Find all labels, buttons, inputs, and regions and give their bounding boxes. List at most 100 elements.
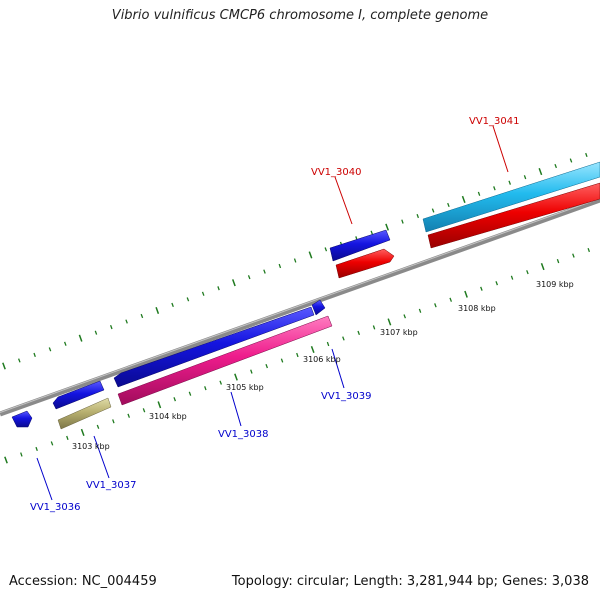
ruler-tick (78, 334, 83, 342)
gene-label-vv1-3038[interactable]: VV1_3038 (218, 429, 269, 440)
ruler-tick (434, 303, 437, 308)
ruler-tick (20, 452, 23, 457)
ruler-tick (477, 191, 481, 196)
ruler-tick (357, 330, 361, 336)
ruler-tick (140, 313, 144, 319)
ruler-tick (495, 281, 499, 286)
ruler-tick (247, 275, 251, 280)
ruler-tick (263, 269, 266, 274)
ruler-tick (50, 441, 54, 446)
ruler-tick (447, 202, 450, 208)
gene-vv1-3040-red[interactable] (335, 248, 395, 279)
ruler-tick (523, 175, 527, 180)
ruler-tick (112, 419, 115, 424)
gene-label-vv1-3040[interactable]: VV1_3040 (311, 167, 362, 178)
label-leaders (36, 125, 509, 501)
ruler-tick (63, 341, 67, 346)
ruler-tick (96, 424, 100, 429)
ruler-tick (109, 324, 113, 330)
gene-label-vv1-3041[interactable]: VV1_3041 (469, 116, 520, 127)
ruler-tick (326, 341, 330, 347)
gene-vv1-3040-blue[interactable] (329, 229, 391, 262)
ruler-label: 3104 kbp (149, 412, 187, 421)
ruler-tick (569, 158, 573, 163)
ruler-tick (572, 253, 575, 258)
ruler-tick (538, 168, 543, 176)
ruler-tick (48, 347, 52, 352)
genome-backbone (0, 197, 600, 417)
ruler-tick (308, 251, 313, 259)
ruler-tick (293, 258, 297, 263)
gene-vv1-3039[interactable] (311, 299, 326, 316)
ruler-tick (231, 279, 236, 287)
ruler-tick (508, 180, 512, 185)
genome-summary-text: Topology: circular; Length: 3,281,944 bp… (231, 574, 589, 589)
ruler-tick (157, 401, 162, 409)
ruler-tick (556, 258, 560, 264)
gene-magenta-long[interactable] (117, 315, 333, 406)
ruler-tick (493, 186, 496, 191)
map-title: Vibrio vulnificus CMCP6 chromosome I, co… (111, 8, 489, 23)
ruler-tick (587, 247, 591, 253)
ruler-tick (342, 336, 345, 341)
ruler-tick (526, 270, 529, 275)
ruler-label: 3107 kbp (380, 328, 418, 337)
gene-olive-block[interactable] (57, 397, 112, 430)
ruler-tick (372, 325, 376, 330)
ruler-label: 3105 kbp (226, 383, 264, 392)
ruler-label: 3108 kbp (458, 304, 496, 313)
gene-vv1-3038[interactable] (113, 306, 315, 388)
ruler-tick (66, 435, 69, 441)
ruler-tick (94, 330, 98, 335)
lower-tick-row (4, 247, 591, 464)
ruler-tick (17, 358, 21, 363)
ruler-tick (278, 263, 282, 269)
ruler-tick (280, 358, 284, 363)
ruler-tick (127, 413, 131, 418)
ruler-tick (464, 290, 468, 298)
ruler-tick (188, 391, 192, 396)
ruler-label: 3106 kbp (303, 355, 341, 364)
ruler-tick (431, 208, 435, 213)
ruler-tick (403, 314, 407, 319)
gene-label-vv1-3037[interactable]: VV1_3037 (86, 480, 137, 491)
gene-features (11, 161, 600, 430)
gene-vv1-3041-cyan[interactable] (422, 161, 600, 233)
ruler-tick (310, 345, 315, 354)
ruler-tick (296, 352, 299, 358)
ruler-tick (554, 163, 558, 169)
ruler-tick (585, 152, 588, 158)
ruler-label: 3109 kbp (536, 280, 574, 289)
ruler-tick (155, 306, 160, 315)
ruler-tick (186, 297, 190, 302)
ruler-tick (219, 380, 223, 385)
gene-vv1-3041-red[interactable] (427, 182, 600, 249)
genome-backbone-highlight (0, 198, 600, 413)
gene-label-vv1-3039[interactable]: VV1_3039 (321, 391, 372, 402)
ruler-tick (461, 195, 466, 203)
ruler-tick (250, 369, 253, 374)
ruler-tick (35, 446, 38, 452)
ruler-tick (324, 247, 328, 252)
ruler-labels: 3103 kbp 3104 kbp 3105 kbp 3106 kbp 3107… (72, 280, 574, 451)
ruler-tick (33, 352, 36, 358)
gene-labels: VV1_3036 VV1_3037 VV1_3038 VV1_3039 VV1_… (30, 116, 520, 513)
ruler-tick (265, 363, 269, 369)
gene-label-vv1-3036[interactable]: VV1_3036 (30, 502, 81, 513)
gene-vv1-3037[interactable] (52, 380, 105, 410)
ruler-tick (449, 297, 453, 302)
ruler-tick (125, 319, 128, 324)
ruler-tick (173, 397, 177, 402)
ruler-tick (234, 373, 238, 381)
ruler-tick (2, 362, 6, 370)
accession-text: Accession: NC_004459 (9, 574, 157, 589)
ruler-tick (204, 386, 207, 391)
ruler-tick (385, 223, 390, 231)
gene-vv1-3036[interactable] (11, 410, 33, 428)
ruler-tick (480, 286, 483, 291)
ruler-tick (171, 302, 174, 308)
ruler-tick (201, 291, 205, 296)
ruler-tick (4, 456, 8, 464)
ruler-tick (510, 275, 514, 280)
